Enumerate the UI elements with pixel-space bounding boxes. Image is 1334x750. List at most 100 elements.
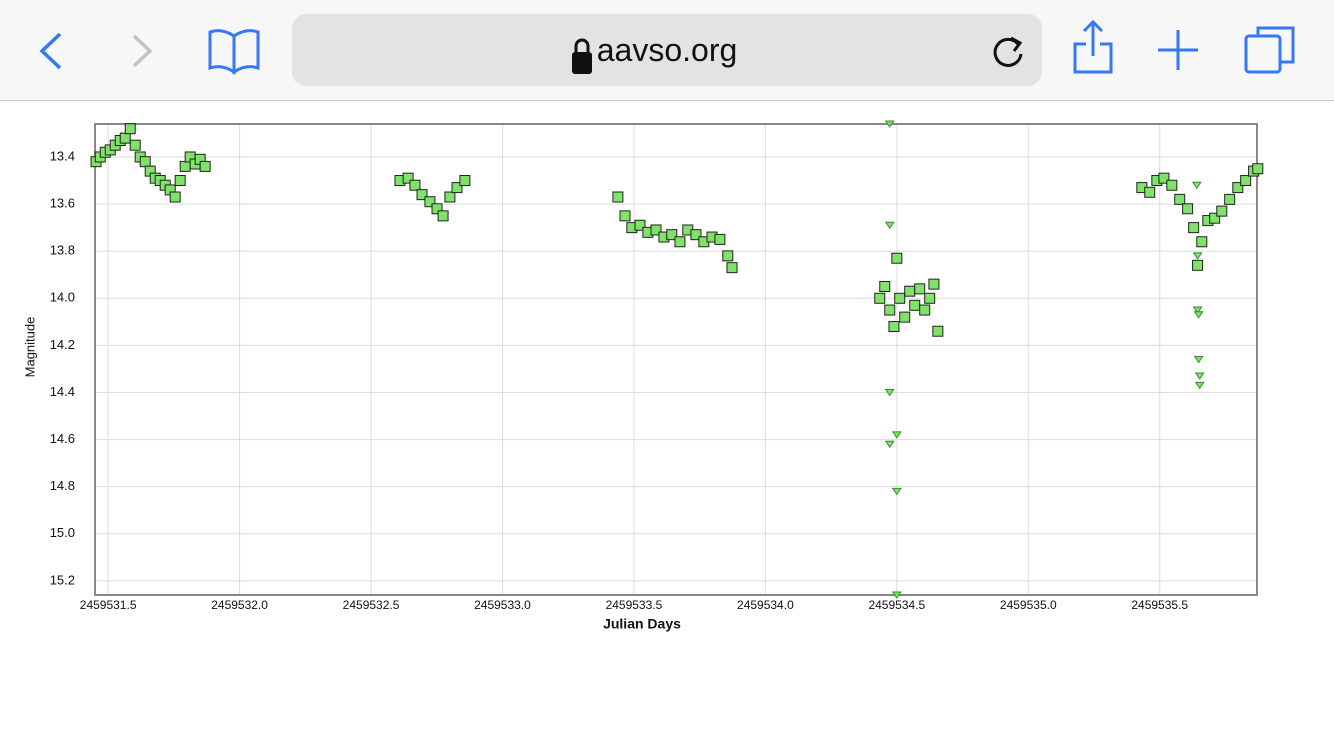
upper-limit-point <box>1194 372 1205 380</box>
upper-limit-point <box>891 591 902 599</box>
observation-point <box>634 219 646 231</box>
y-tick-label: 14.8 <box>50 478 75 493</box>
bookmarks-button[interactable] <box>208 29 260 75</box>
observation-point <box>1252 163 1264 175</box>
share-button[interactable] <box>1073 19 1113 74</box>
browser-toolbar: aavso.org <box>0 0 1334 101</box>
back-button[interactable] <box>39 32 62 70</box>
observation-point <box>416 189 428 201</box>
upper-limit-point <box>1193 311 1204 319</box>
y-tick-label: 14.0 <box>50 290 75 305</box>
observation-point <box>424 196 436 208</box>
observation-point <box>650 224 662 236</box>
observation-point <box>174 175 186 187</box>
observation-point <box>437 210 449 222</box>
observation-point <box>1209 212 1221 224</box>
address-icons <box>572 36 1023 74</box>
new-tab-button[interactable] <box>1158 30 1198 70</box>
observation-point <box>1216 205 1228 217</box>
upper-limit-point <box>1191 181 1202 190</box>
observation-point <box>666 229 678 241</box>
y-tick-label: 15.0 <box>50 525 75 540</box>
x-tick-label: 2459534.0 <box>737 598 794 612</box>
tabs-button[interactable] <box>1244 26 1295 74</box>
observation-point <box>459 175 471 187</box>
observation-point <box>1158 172 1170 184</box>
observation-point <box>431 203 443 215</box>
y-tick-label: 14.6 <box>50 431 75 446</box>
observation-point <box>726 262 738 274</box>
observation-point <box>928 278 940 290</box>
observation-point <box>169 191 181 203</box>
observation-point <box>1224 193 1236 205</box>
y-tick-label: 13.8 <box>50 243 75 258</box>
observation-point <box>1196 236 1208 248</box>
observation-point <box>129 139 141 151</box>
observation-point <box>124 123 136 135</box>
observation-point <box>899 311 911 323</box>
observation-point <box>409 179 421 191</box>
y-tick-label: 14.4 <box>50 384 75 399</box>
reload-arrow <box>1010 36 1023 52</box>
observation-point <box>1166 179 1178 191</box>
plot-frame <box>94 123 1258 596</box>
observation-point <box>891 252 903 264</box>
upper-limit-point <box>1192 306 1203 314</box>
observation-point <box>619 210 631 222</box>
observation-point <box>894 292 906 304</box>
observation-point <box>924 292 936 304</box>
observation-point <box>402 172 414 184</box>
lock-shackle <box>574 38 590 52</box>
upper-limit-point <box>1193 356 1204 364</box>
upper-limit-point <box>884 440 895 449</box>
observation-point <box>119 132 131 144</box>
upper-limit-point <box>884 221 895 230</box>
forward-button <box>132 34 153 68</box>
x-tick-label: 2459535.5 <box>1131 598 1188 612</box>
x-tick-label: 2459532.0 <box>211 598 268 612</box>
observation-point <box>919 304 931 316</box>
y-tick-label: 13.6 <box>50 196 75 211</box>
observation-point <box>879 280 891 292</box>
lock-icon <box>572 52 592 74</box>
observation-point <box>1192 259 1204 271</box>
x-axis-label: Julian Days <box>603 616 681 632</box>
y-tick-label: 13.4 <box>50 148 75 163</box>
x-tick-label: 2459535.0 <box>1000 598 1057 612</box>
observation-point <box>179 160 191 172</box>
observation-point <box>888 321 900 333</box>
upper-limit-point <box>891 431 902 439</box>
observation-point <box>451 182 463 194</box>
address-bar[interactable]: aavso.org <box>292 14 1042 86</box>
observation-point <box>1174 193 1186 205</box>
observation-point <box>874 292 886 304</box>
x-tick-label: 2459533.5 <box>606 598 663 612</box>
observation-point <box>674 236 686 248</box>
upper-limit-point <box>1192 252 1203 260</box>
observation-point <box>444 191 456 203</box>
reload-button[interactable] <box>993 37 1023 67</box>
observation-point <box>1182 203 1194 215</box>
observation-point <box>199 160 211 172</box>
url-text: aavso.org <box>596 32 738 68</box>
observation-point <box>932 325 944 337</box>
x-tick-label: 2459534.5 <box>868 598 925 612</box>
y-tick-label: 14.2 <box>50 337 75 352</box>
observation-point <box>722 250 734 262</box>
observation-point <box>1188 222 1200 234</box>
observation-point <box>612 191 624 203</box>
y-axis-label: Magnitude <box>22 317 37 378</box>
x-tick-label: 2459533.0 <box>474 598 531 612</box>
observation-point <box>884 304 896 316</box>
x-tick-label: 2459531.5 <box>80 598 137 612</box>
upper-limit-point <box>884 388 895 397</box>
upper-limit-point <box>1194 381 1205 390</box>
observation-point <box>690 229 702 241</box>
observation-point <box>909 299 921 311</box>
observation-point <box>139 156 151 168</box>
observation-point <box>714 233 726 245</box>
toolbar-icons <box>39 19 1295 75</box>
observation-point <box>914 283 926 295</box>
